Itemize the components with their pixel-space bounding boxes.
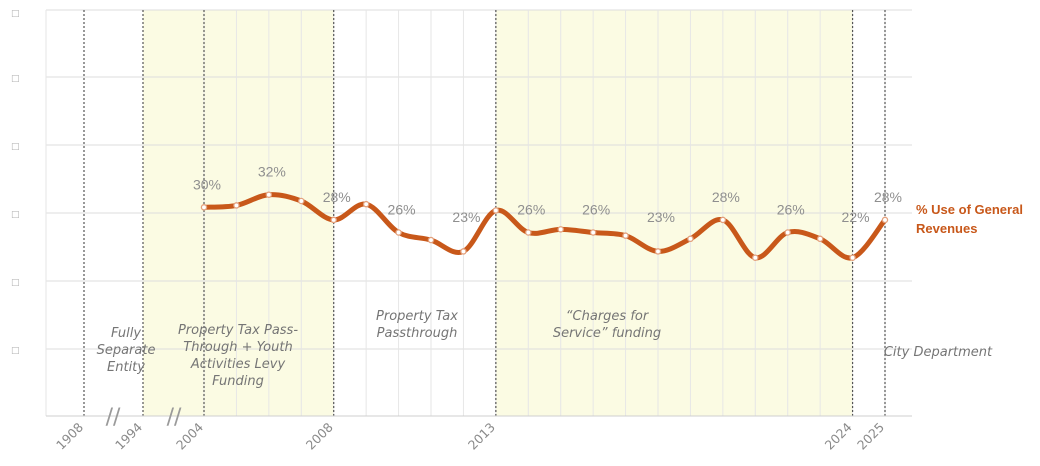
- era-label-2: Property Tax Passthrough: [376, 309, 458, 341]
- era-label-0: Fully Separate Entity: [97, 326, 156, 375]
- data-point: [525, 229, 532, 236]
- y-tick-label: □: [11, 9, 20, 19]
- data-label: 23%: [647, 209, 675, 225]
- era-label-line: Property Tax Pass-: [178, 323, 298, 338]
- data-label: 28%: [874, 189, 902, 205]
- data-point: [330, 216, 337, 224]
- data-label: 30%: [193, 176, 221, 192]
- data-point: [881, 216, 889, 224]
- legend-label: % Use of General Revenues: [916, 202, 1023, 236]
- legend-label-line: % Use of General: [916, 202, 1023, 217]
- axis-break: //: [106, 405, 121, 430]
- series-layer: 30%32%28%26% 23% 26% 26% 23%28%26% 22%28%: [193, 164, 902, 261]
- data-point: [200, 204, 208, 211]
- data-point: [298, 197, 305, 205]
- data-label: 26%: [517, 202, 545, 218]
- data-point: [557, 226, 564, 233]
- x-tick-label: 1908: [53, 419, 86, 452]
- era-label-line: Service” funding: [553, 326, 661, 341]
- data-point: [849, 254, 856, 261]
- x-tick-label: 2024: [822, 419, 855, 452]
- data-label: 32%: [258, 164, 286, 180]
- data-label: 22%: [842, 209, 870, 225]
- data-point: [233, 202, 240, 209]
- x-tick-label: 2025: [854, 420, 887, 453]
- era-label-line: Fully: [111, 326, 141, 341]
- data-label: 28%: [712, 189, 740, 205]
- era-label-line: Passthrough: [377, 326, 458, 341]
- data-label: 28%: [323, 189, 351, 205]
- data-label: 26%: [388, 202, 416, 218]
- data-point: [752, 254, 759, 261]
- data-point: [492, 207, 500, 214]
- era-label-line: Activities Levy: [190, 357, 286, 372]
- data-point: [395, 229, 402, 236]
- era-label-line: “Charges for: [566, 309, 650, 324]
- era-label-line: Funding: [212, 374, 264, 389]
- data-point: [622, 232, 629, 239]
- data-point: [687, 235, 694, 243]
- x-tick-label: 2008: [303, 419, 336, 452]
- data-point: [719, 216, 727, 224]
- data-point: [460, 248, 467, 255]
- y-tick-label: □: [11, 346, 20, 356]
- era-label-4: City Department: [884, 345, 993, 360]
- era-label-1: Property Tax Pass- Through + Youth Activit…: [178, 323, 298, 389]
- data-point: [427, 236, 435, 244]
- data-point: [589, 229, 597, 236]
- y-tick-label: □: [11, 210, 20, 220]
- era-label-line: City Department: [884, 345, 993, 360]
- era-label-line: Property Tax: [376, 309, 458, 324]
- y-tick-label: □: [11, 142, 20, 152]
- data-point: [362, 200, 370, 208]
- data-point: [654, 248, 662, 255]
- data-label: 26%: [777, 202, 805, 218]
- data-point: [784, 229, 791, 236]
- data-point: [265, 191, 273, 198]
- legend: % Use of General Revenues: [916, 202, 1023, 236]
- data-point: [816, 235, 824, 243]
- y-axis-ticks: □ □ □ □ □ □: [11, 9, 20, 356]
- axis-break: //: [167, 405, 182, 430]
- era-label-line: Entity: [107, 360, 145, 375]
- era-labels: Fully Separate Entity Property Tax Pass- Thr…: [97, 309, 993, 389]
- era-label-line: Through + Youth: [183, 340, 292, 355]
- y-tick-label: □: [11, 74, 20, 84]
- legend-label-line: Revenues: [916, 221, 977, 236]
- series-line: [201, 192, 888, 261]
- era-label-3: “Charges for Service” funding: [553, 309, 661, 341]
- era-label-line: Separate: [97, 343, 156, 358]
- x-tick-label: 2013: [465, 420, 498, 453]
- data-label: 23%: [452, 209, 480, 225]
- data-label: 26%: [582, 202, 610, 218]
- y-tick-label: □: [11, 278, 20, 288]
